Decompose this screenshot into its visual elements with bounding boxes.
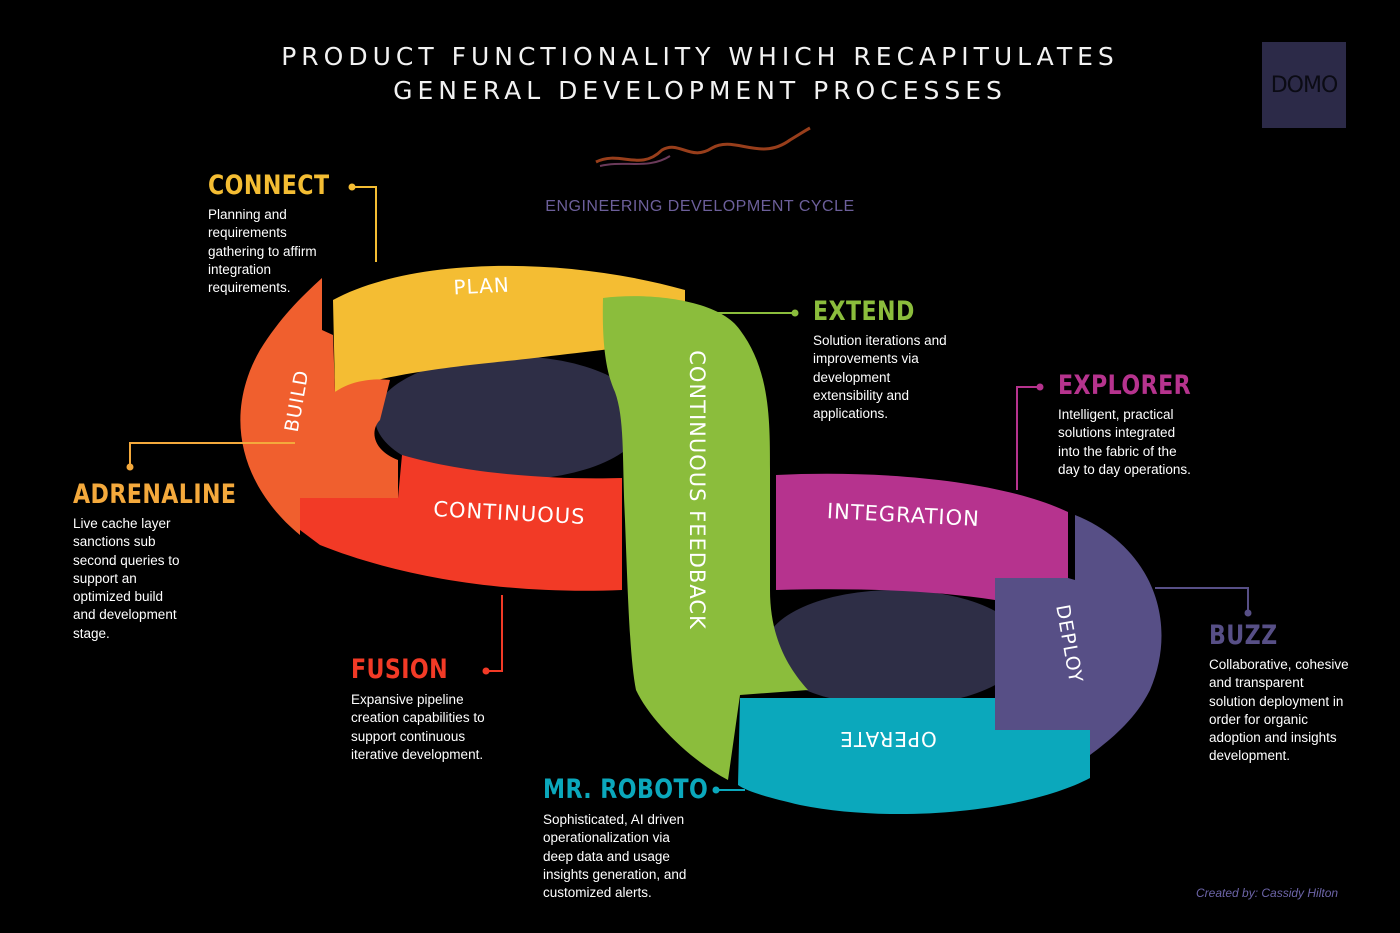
description-line: Expansive pipeline: [351, 692, 464, 707]
description-line: second queries to: [73, 552, 180, 568]
decorative-wave-icon: [595, 126, 811, 164]
fusion-connector: [486, 595, 503, 672]
description-line: insights generation, and: [543, 866, 687, 882]
description-line: Sophisticated, AI driven: [543, 812, 685, 827]
fusion-title: FUSION: [351, 654, 449, 685]
extend-description: Solution iterations and improvements via d…: [813, 332, 947, 423]
diagram-subtitle: ENGINEERING DEVELOPMENT CYCLE: [545, 198, 855, 215]
connect-connector: [352, 186, 377, 262]
description-line: iterative development.: [351, 746, 484, 762]
explorer-description: Intelligent, practical solutions integrat…: [1058, 406, 1191, 479]
description-line: applications.: [813, 406, 889, 422]
description-line: optimized build: [73, 589, 164, 605]
description-line: and transparent: [1209, 675, 1304, 691]
description-line: Collaborative, cohesive: [1209, 657, 1349, 672]
explorer-title: EXPLORER: [1058, 370, 1192, 401]
description-line: integration: [208, 261, 272, 277]
description-line: support continuous: [351, 728, 466, 744]
continuous-feedback-label: CONTINUOUS FEEDBACK: [685, 350, 709, 630]
extend-title: EXTEND: [813, 296, 915, 327]
description-line: and development: [73, 607, 177, 623]
description-line: development: [813, 369, 891, 385]
continuous-feedback-segment: [602, 296, 808, 780]
buzz-connector: [1155, 587, 1249, 613]
fusion-description: Expansive pipeline creation capabilities …: [351, 691, 485, 764]
page-title-line-2: GENERAL DEVELOPMENT PROCESSES: [393, 76, 1007, 105]
plan-segment: [333, 265, 685, 392]
description-line: requirements.: [208, 280, 291, 296]
adrenaline-description: Live cache layer sanctions sub second quer…: [73, 515, 180, 643]
right-loop-hole: [765, 590, 1025, 706]
connect-description: Planning and requirements gathering to aff…: [208, 206, 317, 297]
connect-title: CONNECT: [208, 170, 330, 201]
description-line: day to day operations.: [1058, 461, 1191, 477]
description-line: solution deployment in: [1209, 693, 1344, 709]
description-line: Intelligent, practical: [1058, 407, 1174, 422]
description-line: adoption and insights: [1209, 730, 1337, 746]
adrenaline-connector: [129, 442, 295, 467]
mr-roboto-title: MR. ROBOTO: [543, 774, 709, 805]
adrenaline-title: ADRENALINE: [73, 479, 237, 510]
buzz-title: BUZZ: [1209, 620, 1278, 651]
description-line: gathering to affirm: [208, 243, 317, 259]
credit-text: Created by: Cassidy Hilton: [1196, 886, 1339, 900]
deploy-segment: [995, 515, 1162, 755]
buzz-description: Collaborative, cohesive and transparent so…: [1209, 656, 1349, 766]
description-line: operationalization via: [543, 830, 670, 846]
description-line: solutions integrated: [1058, 425, 1176, 441]
description-line: extensibility and: [813, 387, 910, 403]
description-line: development.: [1209, 748, 1291, 764]
page-title-line-1: PRODUCT FUNCTIONALITY WHICH RECAPITULATE…: [281, 42, 1119, 71]
plan-label: PLAN: [453, 273, 510, 300]
description-line: creation capabilities to: [351, 710, 485, 726]
explorer-connector: [1016, 386, 1040, 490]
description-line: stage.: [73, 625, 110, 641]
left-loop-hole: [375, 356, 645, 480]
description-line: requirements: [208, 225, 287, 241]
description-line: into the fabric of the: [1058, 443, 1177, 459]
description-line: Live cache layer: [73, 516, 171, 531]
description-line: Solution iterations and: [813, 333, 947, 348]
description-line: improvements via: [813, 351, 919, 367]
mr-roboto-description: Sophisticated, AI driven operationalizati…: [543, 811, 686, 902]
integration-segment: [776, 473, 1068, 600]
description-line: customized alerts.: [543, 885, 652, 901]
description-line: sanctions sub: [73, 534, 156, 550]
operate-segment: [738, 698, 1090, 815]
continuous-segment: [300, 455, 622, 591]
description-line: order for organic: [1209, 711, 1309, 727]
build-segment: [240, 278, 398, 535]
description-line: deep data and usage: [543, 848, 670, 864]
description-line: support an: [73, 570, 137, 586]
operate-label: OPERATE: [839, 727, 937, 751]
description-line: Planning and: [208, 207, 287, 222]
domo-logo: DOMO: [1262, 42, 1346, 128]
